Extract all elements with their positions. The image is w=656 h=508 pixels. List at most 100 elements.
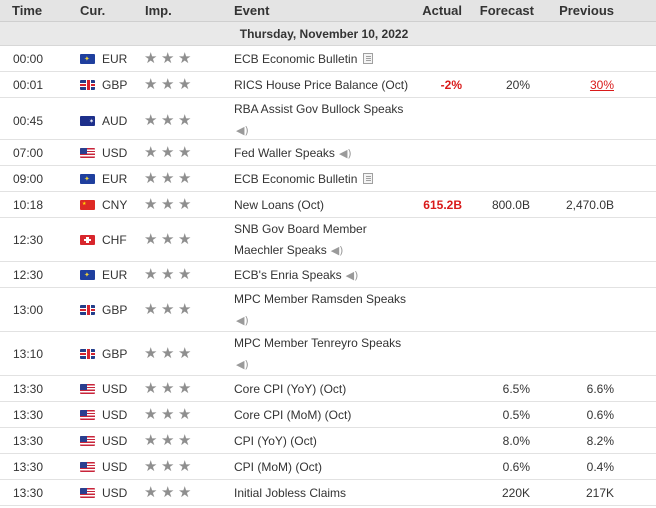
event-name-cell[interactable]: Fed Waller Speaks ◀) (234, 143, 434, 164)
header-actual[interactable]: Actual (422, 3, 462, 18)
event-name[interactable]: RICS House Price Balance (Oct) (234, 78, 409, 92)
event-name-cell[interactable]: Core CPI (YoY) (Oct) (234, 379, 434, 400)
event-name-cell[interactable]: RICS House Price Balance (Oct) (234, 75, 434, 96)
event-name[interactable]: RBA Assist Gov Bullock Speaks (234, 102, 404, 116)
flag-us-icon (80, 410, 95, 420)
event-row[interactable]: 00:00EUR★★★ECB Economic Bulletin (0, 46, 656, 72)
event-row[interactable]: 13:30 USD ★ ★ ★ Core CPI (YoY) (Oct) 6.5% 6.6% (0, 376, 656, 402)
event-row[interactable]: 13:10 GBP ★ ★ ★ MPC Member Tenreyro Speaks ◀) (0, 332, 656, 376)
star-icon: ★ (178, 195, 192, 213)
importance-stars: ★ ★ ★ (144, 267, 195, 282)
flag-us-icon (80, 488, 95, 498)
flag-us-icon (80, 436, 95, 446)
star-icon: ★ (161, 483, 175, 501)
speaker-icon: ◀) (236, 314, 249, 327)
star-icon: ★ (144, 111, 158, 129)
event-row[interactable]: 13:30 USD ★ ★ ★ Initial Jobless Claims 220K 217… (0, 480, 656, 506)
header-forecast[interactable]: Forecast (479, 3, 534, 18)
currency-code: USD (102, 434, 128, 448)
event-name-cell[interactable]: Initial Jobless Claims (234, 483, 434, 504)
event-row[interactable]: 12:30 CHF ★ ★ ★ SNB Gov Board Member Maechler… (0, 218, 656, 262)
header-importance[interactable]: Imp. (145, 3, 172, 18)
star-icon: ★ (161, 405, 175, 423)
event-name[interactable]: ECB's Enria Speaks (234, 268, 342, 282)
event-name[interactable]: Core CPI (MoM) (Oct) (234, 408, 352, 422)
currency-code: GBP (102, 303, 128, 317)
previous-value: 217K (585, 486, 614, 500)
speaker-icon: ◀) (330, 244, 344, 257)
event-name-cell[interactable]: SNB Gov Board Member Maechler Speaks ◀) (234, 219, 384, 261)
event-time: 00:00 (13, 52, 44, 66)
event-name-cell[interactable]: Core CPI (MoM) (Oct) (234, 405, 434, 426)
event-name[interactable]: MPC Member Ramsden Speaks (234, 292, 407, 306)
event-name-cell[interactable]: ECB Economic Bulletin (234, 169, 434, 190)
event-name-cell[interactable]: MPC Member Ramsden Speaks ◀) (234, 289, 419, 331)
importance-stars: ★ ★ ★ (144, 381, 195, 396)
star-icon: ★ (161, 379, 175, 397)
star-icon: ★ (161, 265, 175, 283)
star-icon: ★ (178, 49, 192, 67)
event-row[interactable]: 09:00EUR★★★ECB Economic Bulletin (0, 166, 656, 192)
event-time: 13:30 (13, 486, 44, 500)
event-row[interactable]: 07:00 USD ★ ★ ★ Fed Waller Speaks ◀) (0, 140, 656, 166)
star-icon: ★ (161, 49, 175, 67)
event-name[interactable]: CPI (YoY) (Oct) (234, 434, 317, 448)
event-name-cell[interactable]: MPC Member Tenreyro Speaks ◀) (234, 333, 419, 375)
header-previous[interactable]: Previous (559, 3, 614, 18)
event-row[interactable]: 13:00 GBP ★ ★ ★ MPC Member Ramsden Speaks ◀) (0, 288, 656, 332)
event-name[interactable]: SNB Gov Board Member Maechler Speaks (234, 222, 367, 257)
event-time: 00:01 (13, 78, 44, 92)
flag-us-icon (80, 384, 95, 394)
event-row[interactable]: 13:30 USD ★ ★ ★ Core CPI (MoM) (Oct) 0.5% 0.6% (0, 402, 656, 428)
event-name[interactable]: New Loans (Oct) (234, 198, 325, 212)
event-name-cell[interactable]: CPI (MoM) (Oct) (234, 457, 434, 478)
star-icon: ★ (178, 431, 192, 449)
event-row[interactable]: 00:45AUD★★★RBA Assist Gov Bullock Speaks… (0, 98, 656, 140)
forecast-value: 220K (501, 486, 530, 500)
actual-value: 615.2B (423, 198, 462, 212)
event-name[interactable]: MPC Member Tenreyro Speaks (234, 336, 402, 350)
event-time: 13:30 (13, 382, 44, 396)
star-icon: ★ (144, 195, 158, 213)
event-name[interactable]: Initial Jobless Claims (234, 486, 347, 500)
event-name-cell[interactable]: New Loans (Oct) (234, 195, 434, 216)
star-icon: ★ (144, 300, 158, 318)
star-icon: ★ (178, 143, 192, 161)
event-name[interactable]: ECB Economic Bulletin (234, 172, 358, 186)
event-name-cell[interactable]: ECB's Enria Speaks ◀) (234, 265, 434, 286)
event-row[interactable]: 00:01 GBP ★ ★ ★ RICS House Price Balance (Oct… (0, 72, 656, 98)
importance-stars: ★ ★ ★ (144, 302, 195, 317)
forecast-value: 6.5% (502, 382, 530, 396)
header-time[interactable]: Time (12, 3, 43, 18)
event-name-cell[interactable]: RBA Assist Gov Bullock Speaks ◀) (234, 99, 419, 141)
event-name[interactable]: Fed Waller Speaks (234, 146, 335, 160)
star-icon: ★ (144, 49, 158, 67)
event-name-cell[interactable]: ECB Economic Bulletin (234, 49, 434, 70)
event-name[interactable]: Core CPI (YoY) (Oct) (234, 382, 347, 396)
flag-gb-icon (80, 80, 95, 90)
star-icon: ★ (161, 111, 175, 129)
star-icon: ★ (161, 143, 175, 161)
forecast-value: 0.5% (502, 408, 530, 422)
importance-stars: ★ ★ ★ (144, 485, 195, 500)
event-name[interactable]: CPI (MoM) (Oct) (234, 460, 322, 474)
star-icon: ★ (161, 195, 175, 213)
event-row[interactable]: 13:30 USD ★ ★ ★ CPI (MoM) (Oct) 0.6% 0.4% (0, 454, 656, 480)
speaker-icon: ◀) (338, 147, 352, 160)
event-row[interactable]: 12:30EUR★★★ECB's Enria Speaks◀) (0, 262, 656, 288)
document-icon (363, 173, 374, 184)
previous-value[interactable]: 30% (589, 78, 614, 92)
flag-us-icon (80, 462, 95, 472)
event-row[interactable]: 13:30 USD ★ ★ ★ CPI (YoY) (Oct) 8.0% 8.2% (0, 428, 656, 454)
date-label: Thursday, November 10, 2022 (239, 27, 409, 41)
event-name[interactable]: ECB Economic Bulletin (234, 52, 358, 66)
currency-code: USD (102, 460, 128, 474)
date-row: Thursday, November 10, 2022 (0, 22, 656, 46)
star-icon: ★ (178, 344, 192, 362)
event-row[interactable]: 10:18CNY★★★New Loans (Oct)615.2B800.0B2,… (0, 192, 656, 218)
header-event[interactable]: Event (234, 3, 270, 18)
star-icon: ★ (144, 379, 158, 397)
star-icon: ★ (178, 405, 192, 423)
header-currency[interactable]: Cur. (80, 3, 106, 18)
event-name-cell[interactable]: CPI (YoY) (Oct) (234, 431, 434, 452)
